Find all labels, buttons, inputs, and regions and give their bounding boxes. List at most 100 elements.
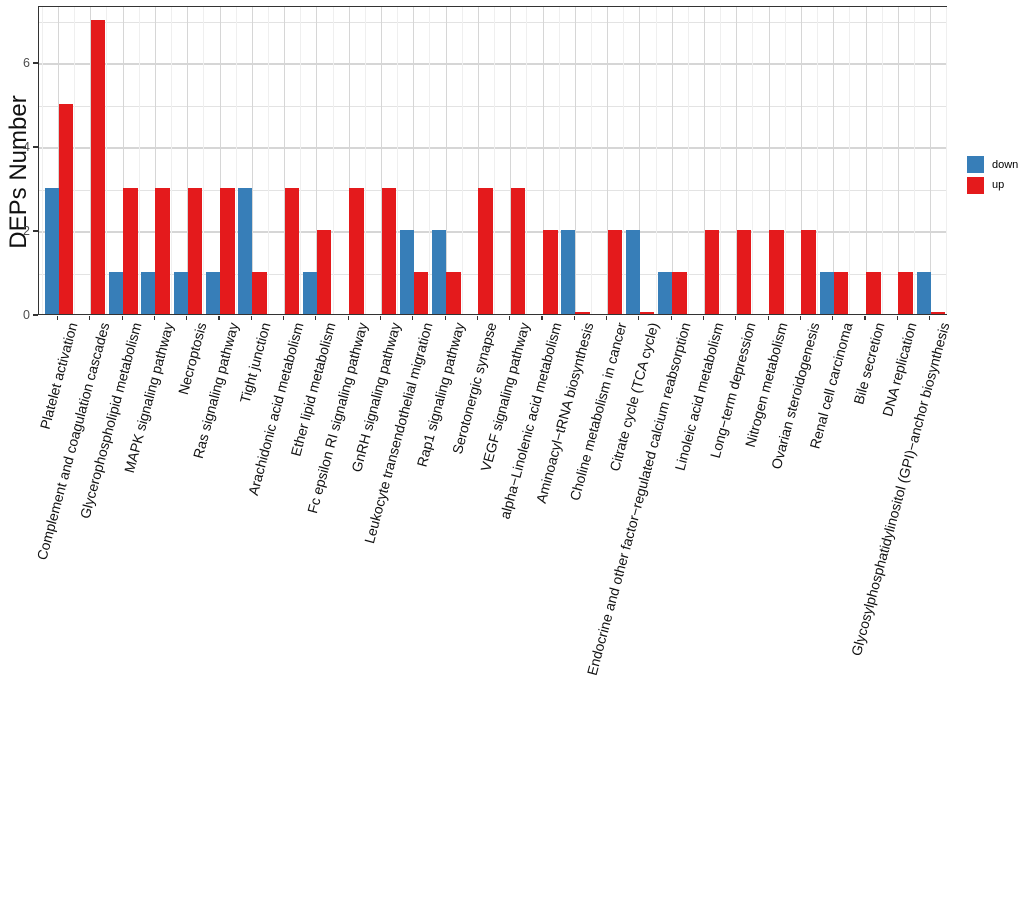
- bar-up-24: [801, 230, 816, 314]
- bar-down-6: [206, 272, 220, 314]
- bar-up-20: [672, 272, 687, 314]
- x-tick-19: [638, 315, 640, 320]
- bar-up-21: [704, 230, 719, 314]
- gridline-v-center-10: [348, 7, 350, 314]
- x-tick-12: [412, 315, 414, 320]
- gridline-v-center-13: [445, 7, 447, 314]
- bar-down-17: [561, 230, 576, 314]
- gridline-v-center-5: [187, 7, 189, 314]
- x-tick-4: [153, 315, 155, 320]
- bar-up-16: [543, 230, 558, 314]
- gridline-v-boundary-10: [364, 7, 366, 314]
- y-tick-label-6: 6: [23, 56, 30, 70]
- legend-label-down: down: [992, 158, 1019, 171]
- gridline-v-boundary-20: [687, 7, 689, 314]
- x-tick-5: [186, 315, 188, 320]
- x-tick-20: [670, 315, 672, 320]
- bar-up-4: [155, 188, 170, 314]
- bar-down-5: [173, 272, 188, 314]
- x-tick-10: [347, 315, 349, 320]
- x-tick-23: [767, 315, 769, 320]
- x-tick-27: [896, 315, 898, 320]
- gridline-v-center-4: [154, 7, 156, 314]
- gridline-v-boundary-17: [590, 7, 592, 314]
- x-tick-11: [379, 315, 382, 320]
- gridline-v-center-16: [542, 7, 544, 314]
- gridline-v-center-27: [897, 7, 899, 314]
- gridline-v-boundary-0: [41, 7, 43, 314]
- gridline-v-center-12: [413, 7, 415, 314]
- y-tick-label-0: 0: [23, 308, 30, 322]
- gridline-v-center-18: [607, 7, 609, 314]
- x-tick-26: [864, 315, 866, 320]
- bar-up-18: [607, 230, 623, 314]
- gridline-v-boundary-25: [849, 7, 851, 314]
- gridline-v-boundary-22: [752, 7, 754, 314]
- gridline-v-center-11: [381, 7, 382, 314]
- bar-down-1: [44, 188, 59, 314]
- x-tick-15: [509, 315, 511, 320]
- gridline-v-boundary-14: [494, 7, 496, 314]
- x-tick-25: [832, 315, 834, 320]
- gridline-h-major-4: [39, 147, 946, 149]
- gridline-v-boundary-26: [881, 7, 883, 314]
- plot-panel: [38, 6, 948, 315]
- x-tick-7: [250, 315, 252, 320]
- bar-down-20: [658, 272, 673, 314]
- bar-up-15: [510, 188, 526, 314]
- bar-up-2: [90, 20, 106, 314]
- gridline-v-center-3: [122, 7, 124, 314]
- bar-up-17: [575, 312, 590, 314]
- gridline-v-center-28: [930, 7, 932, 314]
- y-tick-6: [33, 62, 38, 64]
- x-tick-14: [476, 315, 478, 320]
- gridline-v-boundary-18: [623, 7, 625, 314]
- gridline-v-center-15: [510, 7, 512, 314]
- gridline-v-boundary-9: [332, 7, 334, 314]
- gridline-h-minor-7: [39, 21, 946, 23]
- bar-up-28: [930, 312, 946, 314]
- bar-down-19: [625, 230, 640, 314]
- legend-swatch-up-icon: [967, 176, 984, 194]
- gridline-v-center-14: [477, 7, 479, 314]
- x-tick-2: [89, 315, 91, 320]
- gridline-v-center-20: [671, 7, 673, 314]
- x-tick-1: [56, 315, 59, 320]
- bar-down-13: [432, 230, 447, 314]
- gridline-h-minor-5: [39, 105, 946, 107]
- bar-down-4: [141, 272, 156, 314]
- bar-up-22: [736, 230, 752, 314]
- gridline-v-boundary-13: [461, 7, 463, 314]
- gridline-v-boundary-16: [558, 7, 560, 314]
- bar-up-5: [187, 188, 203, 314]
- gridline-v-boundary-2: [106, 7, 108, 314]
- gridline-h-major-6: [39, 63, 946, 65]
- bar-down-28: [916, 272, 931, 314]
- gridline-v-boundary-12: [429, 7, 431, 314]
- x-tick-8: [283, 315, 285, 320]
- bar-up-11: [381, 188, 396, 314]
- bar-down-3: [109, 272, 124, 314]
- bar-up-7: [252, 272, 267, 314]
- gridline-v-center-25: [833, 7, 835, 314]
- bar-down-7: [238, 188, 253, 314]
- bar-up-26: [866, 272, 881, 314]
- legend-item-down: down: [967, 156, 1018, 173]
- gridline-v-boundary-27: [913, 7, 915, 314]
- gridline-v-center-22: [736, 7, 738, 314]
- bar-up-23: [769, 230, 784, 314]
- bar-up-10: [349, 188, 364, 314]
- bar-down-12: [399, 230, 414, 314]
- y-tick-label-2: 2: [23, 224, 30, 238]
- gridline-v-boundary-8: [300, 7, 302, 314]
- bar-up-6: [220, 188, 235, 314]
- bar-up-12: [413, 272, 429, 314]
- legend-item-up: up: [967, 176, 1018, 194]
- gridline-v-center-6: [219, 7, 221, 314]
- bar-up-9: [316, 230, 332, 314]
- gridline-v-boundary-21: [720, 7, 722, 314]
- bar-up-13: [446, 272, 461, 314]
- gridline-v-boundary-7: [267, 7, 269, 314]
- gridline-v-boundary-6: [235, 7, 237, 314]
